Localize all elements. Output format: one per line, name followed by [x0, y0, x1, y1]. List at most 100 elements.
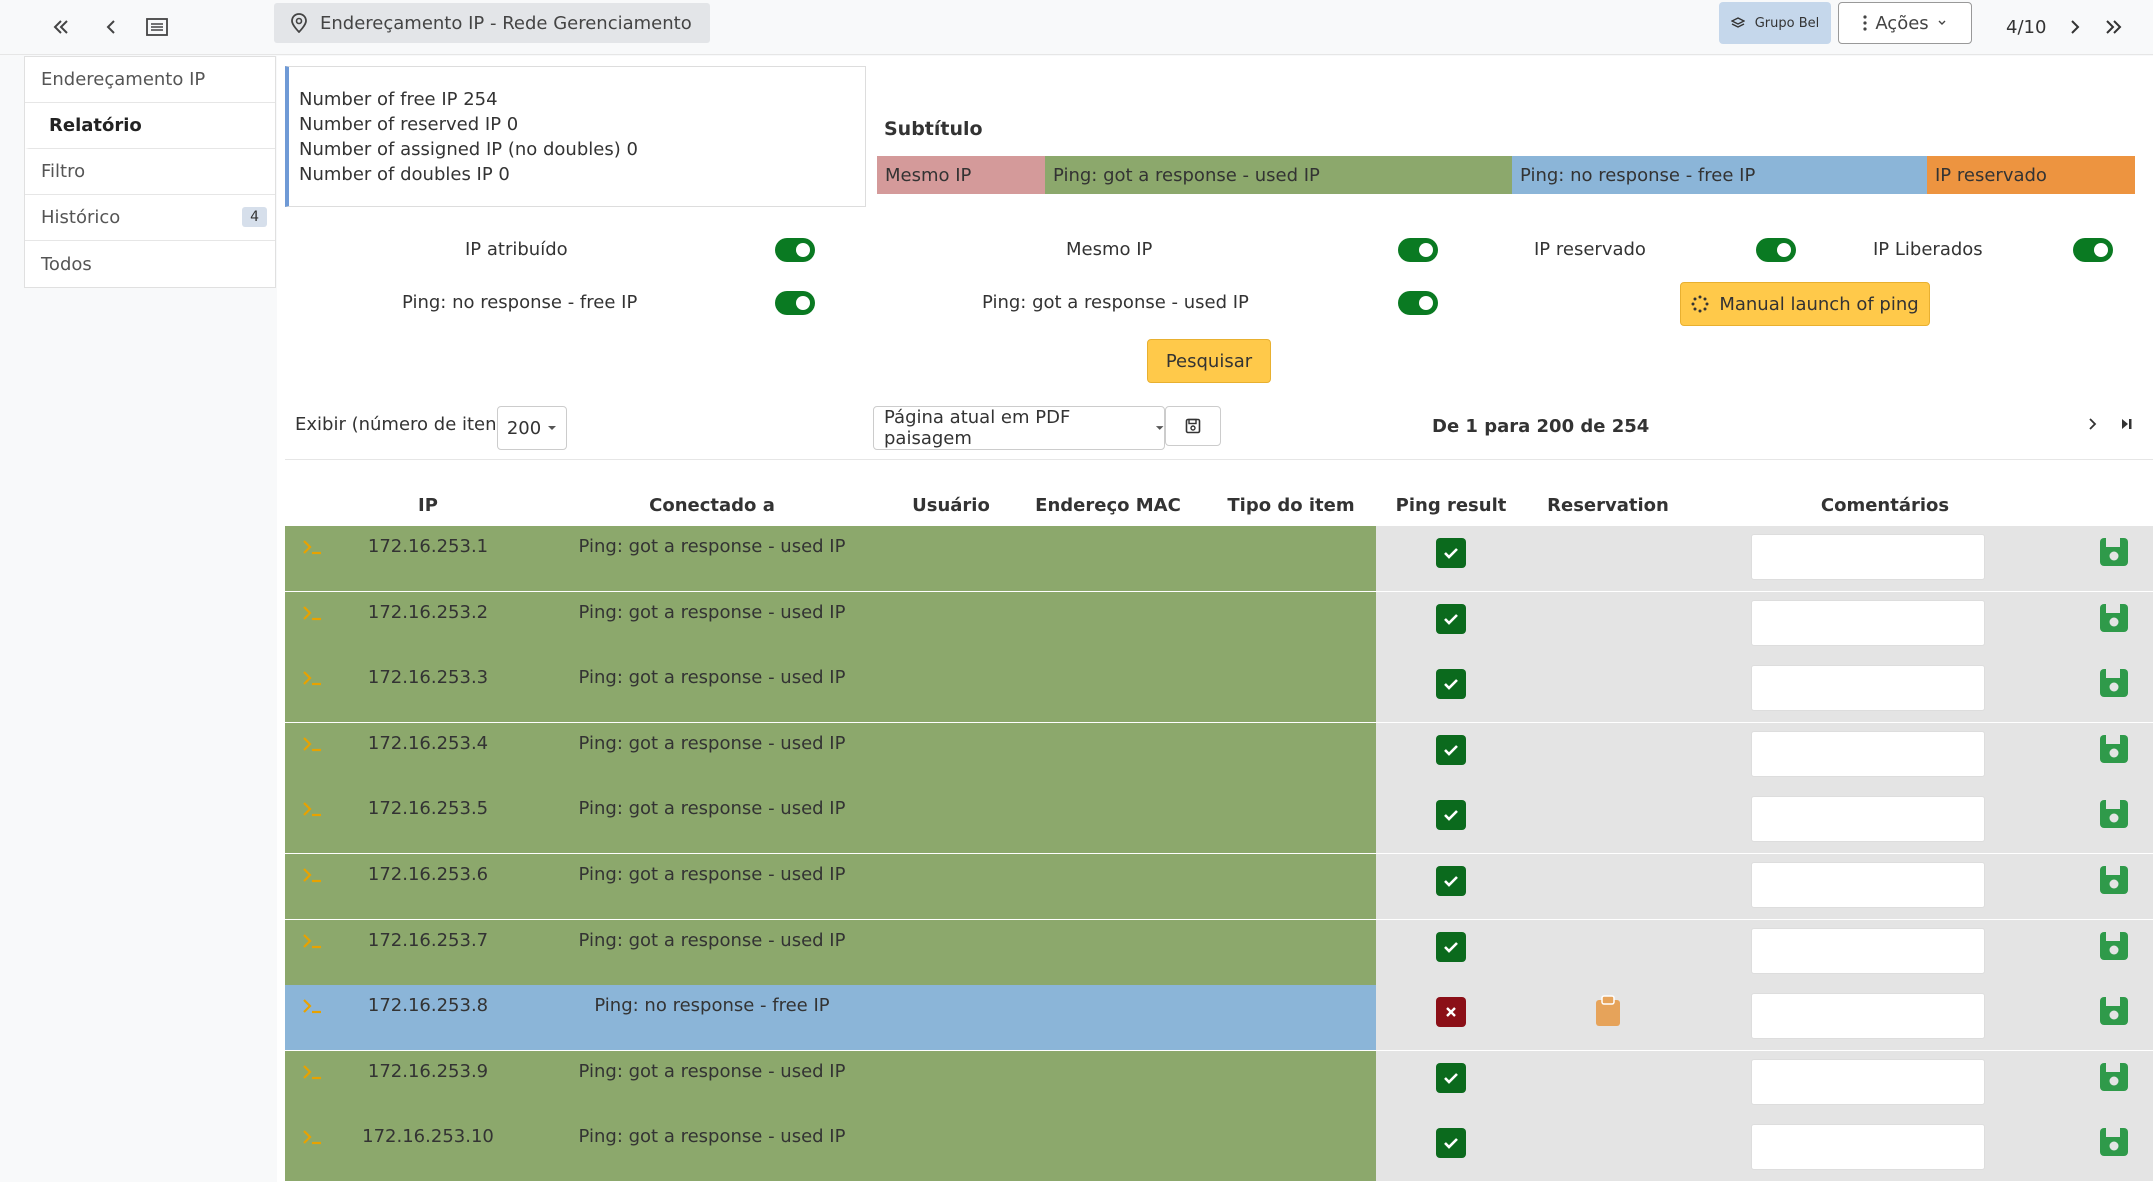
sidebar-item-todos[interactable]: Todos — [41, 253, 92, 275]
header-reservation: Reservation — [1547, 495, 1669, 516]
row-status-area — [285, 722, 1376, 788]
next-page-icon[interactable] — [2087, 416, 2099, 437]
save-row-icon[interactable] — [2098, 536, 2130, 568]
row-status-area — [285, 657, 1376, 723]
filter-ip-liberados-toggle[interactable] — [2073, 238, 2113, 262]
page-info: De 1 para 200 de 254 — [1432, 416, 1650, 437]
save-row-icon[interactable] — [2098, 798, 2130, 830]
filter-ip-atribuido-toggle[interactable] — [775, 238, 815, 262]
caret-down-icon — [548, 426, 557, 430]
terminal-icon[interactable] — [301, 995, 323, 1017]
filter-mesmo-ip-toggle[interactable] — [1398, 238, 1438, 262]
save-row-icon[interactable] — [2098, 1126, 2130, 1158]
sidebar-item-historico[interactable]: Histórico 4 — [25, 195, 275, 241]
legend-bar: Mesmo IP Ping: got a response - used IP … — [877, 156, 2135, 194]
terminal-icon[interactable] — [301, 1126, 323, 1148]
terminal-icon[interactable] — [301, 1061, 323, 1083]
table-row: 172.16.253.1 Ping: got a response - used … — [285, 526, 2153, 591]
ip-cell[interactable]: 172.16.253.6 — [367, 864, 489, 885]
sidebar-item-enderecamento[interactable]: Endereçamento IP — [25, 57, 275, 103]
comment-input[interactable] — [1751, 730, 1985, 777]
connected-cell: Ping: got a response - used IP — [578, 667, 846, 689]
filter-ip-liberados-label: IP Liberados — [1873, 239, 1983, 260]
search-button[interactable]: Pesquisar — [1147, 339, 1271, 383]
row-status-area — [285, 1050, 1376, 1116]
terminal-icon[interactable] — [301, 667, 323, 689]
connected-cell: Ping: got a response - used IP — [578, 1126, 846, 1148]
save-row-icon[interactable] — [2098, 667, 2130, 699]
filter-ip-reservado-label: IP reservado — [1534, 239, 1646, 260]
header-user: Usuário — [912, 495, 990, 516]
table-row: 172.16.253.6 Ping: got a response - used … — [285, 854, 2153, 919]
sidebar-item-relatorio[interactable]: Relatório — [25, 103, 275, 149]
connected-cell: Ping: got a response - used IP — [578, 1060, 846, 1082]
page-size-select[interactable]: 200 — [497, 406, 567, 450]
comment-input[interactable] — [1751, 1124, 1985, 1171]
filter-ping-response-toggle[interactable] — [1398, 291, 1438, 315]
row-status-area — [285, 985, 1376, 1051]
header-type: Tipo do item — [1227, 495, 1355, 516]
ip-cell[interactable]: 172.16.253.1 — [367, 536, 489, 557]
ip-cell[interactable]: 172.16.253.2 — [367, 601, 489, 623]
double-chevron-left-icon[interactable] — [44, 10, 78, 44]
comment-input[interactable] — [1751, 665, 1985, 712]
chevron-right-icon[interactable] — [2068, 18, 2082, 36]
terminal-icon[interactable] — [301, 930, 323, 952]
ip-cell[interactable]: 172.16.253.10 — [362, 1126, 494, 1148]
comment-input[interactable] — [1751, 599, 1985, 646]
actions-label: Ações — [1875, 12, 1929, 34]
terminal-icon[interactable] — [301, 536, 323, 558]
ip-cell[interactable]: 172.16.253.5 — [367, 798, 489, 820]
stat-doubles: Number of doubles IP 0 — [299, 164, 510, 185]
comment-input[interactable] — [1751, 927, 1985, 974]
comment-input[interactable] — [1751, 1058, 1985, 1105]
ip-cell[interactable]: 172.16.253.3 — [367, 667, 489, 689]
sidebar-item-filtro[interactable]: Filtro — [25, 149, 275, 195]
comment-input[interactable] — [1751, 796, 1985, 843]
ip-cell[interactable]: 172.16.253.7 — [367, 929, 489, 951]
filter-ping-no-response-toggle[interactable] — [775, 291, 815, 315]
row-status-area — [285, 919, 1376, 985]
breadcrumb-text: Endereçamento IP - Rede Gerenciamento — [320, 12, 692, 34]
row-status-area — [285, 526, 1376, 591]
comment-input[interactable] — [1751, 862, 1985, 908]
ip-cell[interactable]: 172.16.253.9 — [367, 1060, 489, 1082]
divider — [285, 459, 2153, 460]
terminal-icon[interactable] — [301, 733, 323, 755]
terminal-icon[interactable] — [301, 602, 323, 624]
terminal-icon[interactable] — [301, 798, 323, 820]
export-select[interactable]: Página atual em PDF paisagem — [873, 406, 1165, 450]
comment-input[interactable] — [1751, 534, 1985, 580]
comment-input[interactable] — [1751, 993, 1985, 1040]
save-row-icon[interactable] — [2098, 602, 2130, 634]
table-row: 172.16.253.3 Ping: got a response - used … — [285, 657, 2153, 723]
filter-mesmo-ip-label: Mesmo IP — [1066, 239, 1153, 260]
chevron-left-icon[interactable] — [94, 10, 128, 44]
filter-ip-reservado-toggle[interactable] — [1756, 238, 1796, 262]
record-pager: 4/10 — [2006, 10, 2124, 44]
export-save-button[interactable] — [1165, 406, 1221, 446]
caret-down-icon — [1155, 426, 1164, 430]
save-row-icon[interactable] — [2098, 1061, 2130, 1093]
sidebar-list: Endereçamento IP Relatório Filtro Histór… — [24, 56, 276, 288]
save-row-icon[interactable] — [2098, 733, 2130, 765]
sidebar: Endereçamento IP Relatório Filtro Histór… — [24, 56, 276, 1182]
save-row-icon[interactable] — [2098, 995, 2130, 1027]
actions-dropdown[interactable]: Ações — [1838, 2, 1972, 44]
save-row-icon[interactable] — [2098, 930, 2130, 962]
stats-panel: Number of free IP 254 Number of reserved… — [285, 66, 866, 207]
filter-ip-atribuido-label: IP atribuído — [465, 239, 568, 260]
manual-ping-button[interactable]: Manual launch of ping — [1680, 282, 1930, 326]
list-icon[interactable] — [140, 10, 174, 44]
manual-ping-label: Manual launch of ping — [1719, 293, 1919, 315]
group-button-label: Grupo Bel — [1754, 15, 1820, 31]
terminal-icon[interactable] — [301, 864, 323, 886]
last-page-icon[interactable] — [2120, 416, 2134, 437]
ip-cell[interactable]: 172.16.253.4 — [367, 732, 489, 754]
clipboard-icon[interactable] — [1594, 995, 1622, 1027]
ip-cell[interactable]: 172.16.253.8 — [367, 995, 489, 1017]
double-chevron-right-icon[interactable] — [2104, 18, 2124, 36]
save-row-icon[interactable] — [2098, 864, 2130, 896]
group-button[interactable]: Grupo Bel — [1719, 2, 1831, 44]
page-size-value: 200 — [506, 417, 542, 439]
